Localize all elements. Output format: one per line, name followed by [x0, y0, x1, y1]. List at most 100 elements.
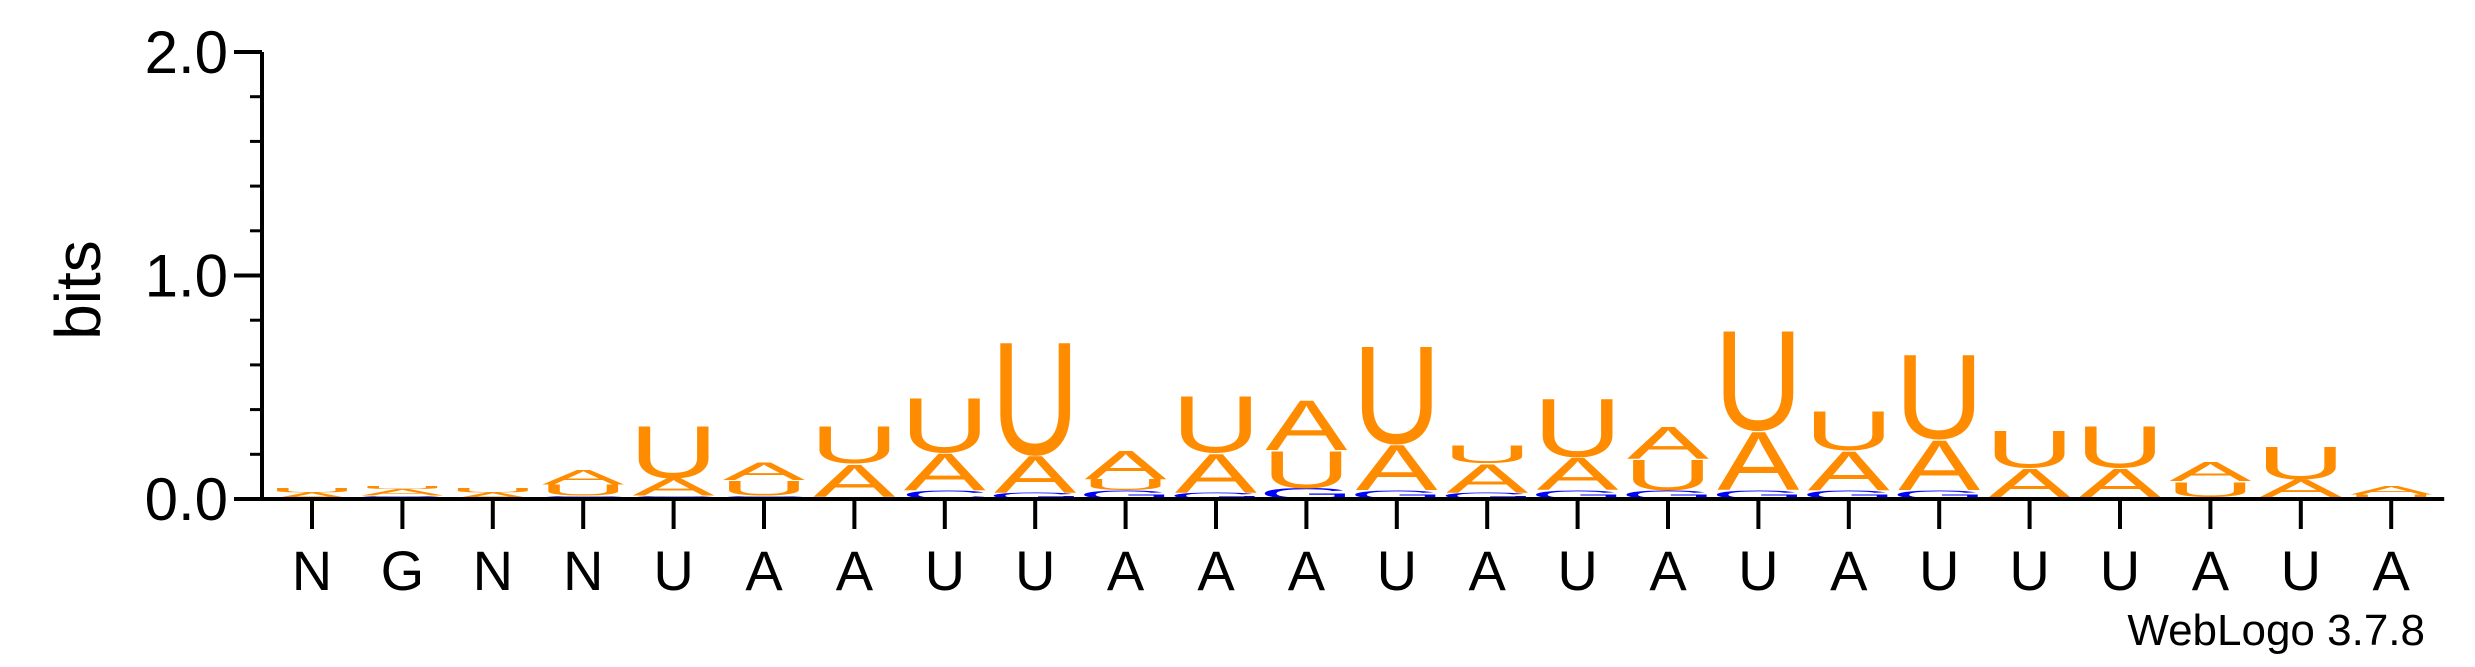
logo-letter: U: [1443, 441, 1532, 469]
position-label: U: [925, 539, 965, 602]
logo-letter-glyph: U: [720, 476, 809, 500]
position-label: U: [1919, 539, 1959, 602]
logo-letter-glyph: A: [1265, 386, 1347, 466]
logo-letter-glyph: A: [723, 458, 805, 486]
logo-letter: A: [994, 445, 1076, 504]
logo-letter: G: [1439, 491, 1535, 501]
y-tick-label: 1.0: [145, 243, 228, 310]
position-label: U: [2281, 539, 2321, 602]
logo-letter: U: [810, 416, 899, 475]
logo-glyph-layer: AUGAUAUCUACAUCUACAUCAUGAUGUAGAUGUAGAUGAU…: [268, 301, 2436, 508]
logo-letter-glyph: A: [633, 473, 715, 501]
logo-letter: U: [1624, 451, 1713, 500]
position-label: A: [745, 539, 783, 602]
weblogo-credit: WebLogo 3.7.8: [2127, 606, 2425, 655]
logo-letter-glyph: A: [1898, 426, 1980, 506]
logo-letter: A: [271, 491, 353, 501]
position-label: A: [1649, 539, 1687, 602]
logo-letter: U: [900, 382, 989, 469]
logo-letter: A: [633, 473, 715, 501]
logo-letter: A: [361, 487, 443, 497]
logo-letter: A: [1898, 426, 1980, 506]
logo-letter-glyph: U: [1172, 380, 1261, 470]
logo-letter: U: [991, 309, 1080, 489]
logo-letter-glyph: A: [994, 445, 1076, 504]
logo-letter: A: [2350, 483, 2433, 497]
logo-letter: A: [1537, 448, 1619, 500]
logo-letter-glyph: A: [2169, 456, 2252, 487]
position-label: A: [1830, 539, 1868, 602]
logo-letter-glyph: U: [1081, 476, 1170, 493]
position-label: A: [2192, 539, 2230, 602]
logo-letter-glyph: G: [1168, 491, 1264, 501]
position-label: U: [1377, 539, 1417, 602]
logo-letter-glyph: G: [1439, 491, 1535, 501]
logo-letter: U: [2256, 437, 2345, 489]
position-label: U: [2009, 539, 2049, 602]
y-tick-label: 2.0: [145, 19, 228, 86]
logo-letter-glyph: A: [1808, 440, 1890, 502]
logo-letter: U: [539, 482, 628, 499]
logo-letter: U: [1895, 329, 1984, 464]
position-label: A: [1107, 539, 1145, 602]
logo-letter: U: [1985, 420, 2074, 479]
logo-letter-glyph: U: [448, 487, 537, 494]
logo-letter-glyph: U: [1714, 301, 1803, 461]
position-label: G: [381, 539, 425, 602]
logo-letter-glyph: A: [1627, 417, 1709, 469]
logo-letter: A: [1085, 443, 1167, 488]
logo-letter-glyph: U: [900, 382, 989, 469]
logo-letter: A: [1808, 440, 1890, 502]
logo-letter-glyph: U: [1262, 440, 1351, 499]
logo-letter: U: [1714, 301, 1803, 461]
logo-letter-glyph: A: [1085, 443, 1167, 488]
logo-letter-glyph: A: [1537, 448, 1619, 500]
position-label: U: [1015, 539, 1055, 602]
logo-letter: A: [2169, 456, 2252, 487]
logo-letter-glyph: U: [1533, 382, 1622, 475]
logo-letter-glyph: A: [1717, 415, 1799, 508]
logo-letter-glyph: U: [1895, 329, 1984, 464]
logo-letter-glyph: A: [361, 487, 443, 497]
logo-letter-glyph: U: [1624, 451, 1713, 500]
logo-letter: A: [452, 491, 534, 501]
position-label: U: [2100, 539, 2140, 602]
logo-letter: G: [987, 491, 1083, 501]
logo-letter: U: [2347, 493, 2436, 500]
axes-layer: 0.01.02.0N G N N U A A U U A A A U A U A U A U U U A U A: [145, 19, 2445, 602]
logo-letter-glyph: U: [2256, 437, 2345, 489]
logo-letter-glyph: U: [539, 482, 628, 499]
logo-letter-glyph: A: [2350, 483, 2433, 497]
logo-letter: A: [1717, 415, 1799, 508]
position-label: N: [563, 539, 603, 602]
logo-letter: U: [448, 487, 537, 494]
logo-letter-glyph: U: [1804, 400, 1893, 462]
logo-letter: A: [542, 465, 624, 489]
logo-letter: G: [1168, 491, 1264, 501]
logo-letter: A: [723, 458, 805, 486]
logo-letter: A: [1175, 443, 1257, 505]
logo-letter-glyph: G: [987, 491, 1083, 501]
position-label: A: [1197, 539, 1235, 602]
position-label: A: [1469, 539, 1507, 602]
logo-letter: U: [720, 476, 809, 500]
logo-letter: A: [1627, 417, 1709, 469]
position-label: U: [653, 539, 693, 602]
logo-letter-glyph: U: [991, 309, 1080, 489]
logo-letter: U: [1804, 400, 1893, 462]
logo-letter-glyph: U: [1985, 420, 2074, 479]
logo-letter-glyph: U: [2347, 493, 2436, 500]
position-label: N: [473, 539, 513, 602]
logo-letter-glyph: A: [271, 491, 353, 501]
position-label: U: [1557, 539, 1597, 602]
logo-letter-glyph: A: [1446, 456, 1528, 501]
logo-letter-glyph: U: [2076, 415, 2165, 480]
logo-letter: U: [1352, 317, 1441, 473]
logo-letter: U: [1081, 476, 1170, 493]
logo-letter-glyph: A: [452, 491, 534, 501]
logo-letter: A: [1356, 431, 1438, 504]
logo-letter: U: [1262, 440, 1351, 499]
position-label: A: [836, 539, 874, 602]
logo-letter-glyph: U: [629, 410, 718, 494]
